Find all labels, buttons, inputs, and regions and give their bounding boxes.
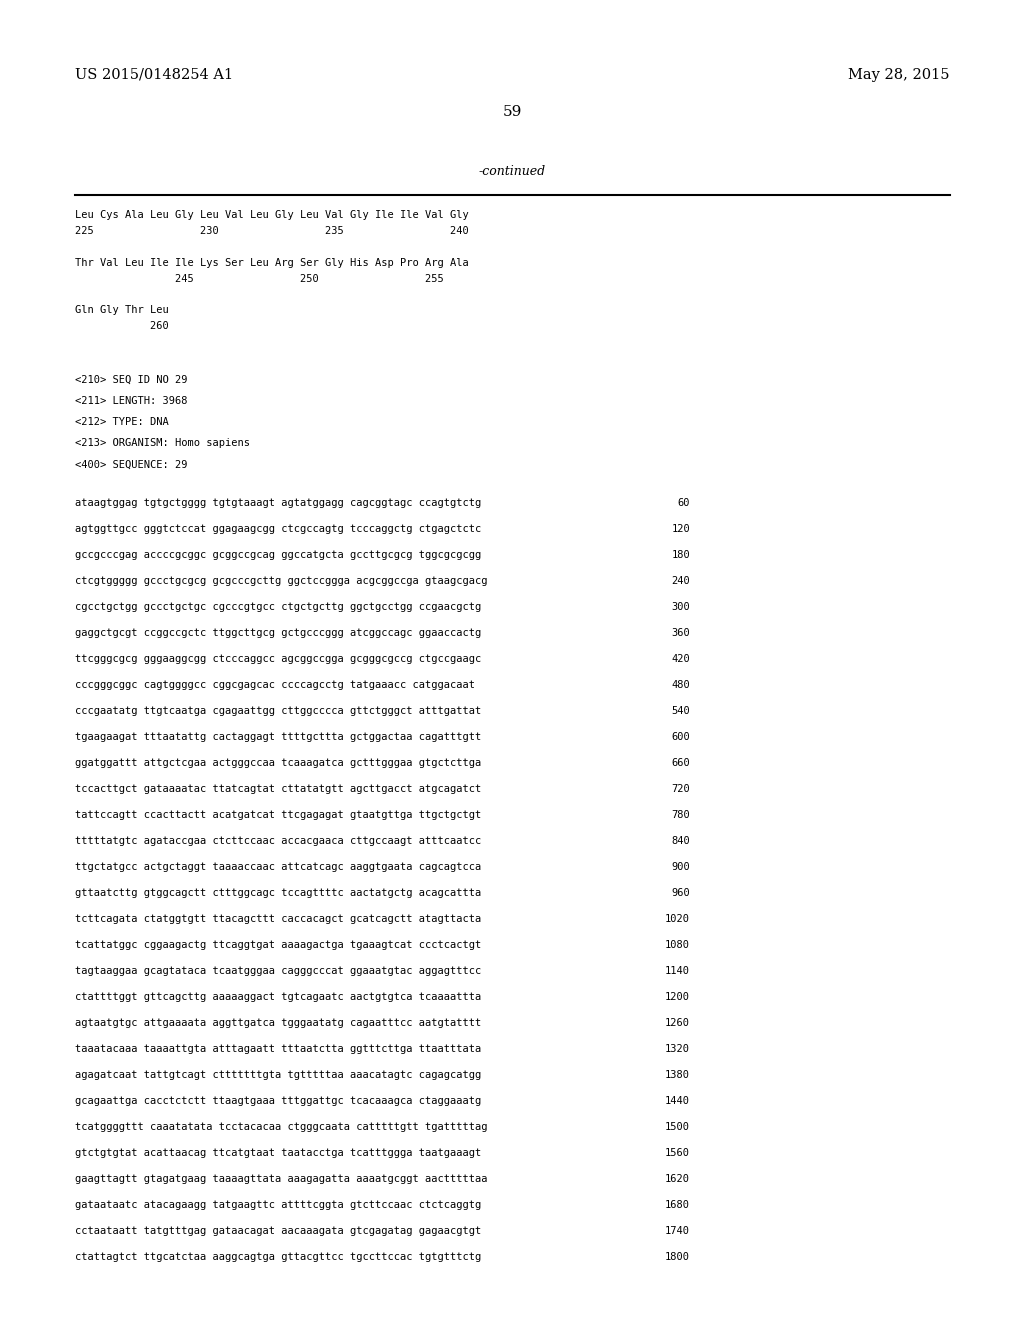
Text: tattccagtt ccacttactt acatgatcat ttcgagagat gtaatgttga ttgctgctgt: tattccagtt ccacttactt acatgatcat ttcgaga… [75, 810, 481, 820]
Text: cgcctgctgg gccctgctgc cgcccgtgcc ctgctgcttg ggctgcctgg ccgaacgctg: cgcctgctgg gccctgctgc cgcccgtgcc ctgctgc… [75, 602, 481, 612]
Text: tccacttgct gataaaatac ttatcagtat cttatatgtt agcttgacct atgcagatct: tccacttgct gataaaatac ttatcagtat cttatat… [75, 784, 481, 795]
Text: 59: 59 [503, 106, 521, 119]
Text: ctattttggt gttcagcttg aaaaaggact tgtcagaatc aactgtgtca tcaaaattta: ctattttggt gttcagcttg aaaaaggact tgtcaga… [75, 993, 481, 1002]
Text: agtaatgtgc attgaaaata aggttgatca tgggaatatg cagaatttcc aatgtatttt: agtaatgtgc attgaaaata aggttgatca tgggaat… [75, 1018, 481, 1028]
Text: 1500: 1500 [665, 1122, 690, 1133]
Text: <211> LENGTH: 3968: <211> LENGTH: 3968 [75, 396, 187, 407]
Text: cccgggcggc cagtggggcc cggcgagcac ccccagcctg tatgaaacc catggacaat: cccgggcggc cagtggggcc cggcgagcac ccccagc… [75, 680, 475, 690]
Text: taaatacaaa taaaattgta atttagaatt tttaatctta ggtttcttga ttaatttata: taaatacaaa taaaattgta atttagaatt tttaatc… [75, 1044, 481, 1053]
Text: 225                 230                 235                 240: 225 230 235 240 [75, 226, 469, 236]
Text: 1440: 1440 [665, 1096, 690, 1106]
Text: gataataatc atacagaagg tatgaagttc attttcggta gtcttccaac ctctcaggtg: gataataatc atacagaagg tatgaagttc attttcg… [75, 1200, 481, 1210]
Text: 660: 660 [672, 758, 690, 768]
Text: 120: 120 [672, 524, 690, 535]
Text: ttgctatgcc actgctaggt taaaaccaac attcatcagc aaggtgaata cagcagtcca: ttgctatgcc actgctaggt taaaaccaac attcatc… [75, 862, 481, 873]
Text: 1020: 1020 [665, 913, 690, 924]
Text: cccgaatatg ttgtcaatga cgagaattgg cttggcccca gttctgggct atttgattat: cccgaatatg ttgtcaatga cgagaattgg cttggcc… [75, 706, 481, 715]
Text: 480: 480 [672, 680, 690, 690]
Text: ttcgggcgcg gggaaggcgg ctcccaggcc agcggccgga gcgggcgccg ctgccgaagc: ttcgggcgcg gggaaggcgg ctcccaggcc agcggcc… [75, 653, 481, 664]
Text: agtggttgcc gggtctccat ggagaagcgg ctcgccagtg tcccaggctg ctgagctctc: agtggttgcc gggtctccat ggagaagcgg ctcgcca… [75, 524, 481, 535]
Text: <212> TYPE: DNA: <212> TYPE: DNA [75, 417, 169, 426]
Text: tcatggggttt caaatatata tcctacacaa ctgggcaata catttttgtt tgatttttag: tcatggggttt caaatatata tcctacacaa ctgggc… [75, 1122, 487, 1133]
Text: 600: 600 [672, 733, 690, 742]
Text: 245                 250                 255: 245 250 255 [75, 275, 443, 284]
Text: Gln Gly Thr Leu: Gln Gly Thr Leu [75, 305, 169, 315]
Text: gccgcccgag accccgcggc gcggccgcag ggccatgcta gccttgcgcg tggcgcgcgg: gccgcccgag accccgcggc gcggccgcag ggccatg… [75, 550, 481, 560]
Text: 1560: 1560 [665, 1148, 690, 1158]
Text: 1380: 1380 [665, 1071, 690, 1080]
Text: 840: 840 [672, 836, 690, 846]
Text: 540: 540 [672, 706, 690, 715]
Text: 300: 300 [672, 602, 690, 612]
Text: 960: 960 [672, 888, 690, 898]
Text: 240: 240 [672, 576, 690, 586]
Text: ctcgtggggg gccctgcgcg gcgcccgcttg ggctccggga acgcggccga gtaagcgacg: ctcgtggggg gccctgcgcg gcgcccgcttg ggctcc… [75, 576, 487, 586]
Text: 1080: 1080 [665, 940, 690, 950]
Text: 1680: 1680 [665, 1200, 690, 1210]
Text: -continued: -continued [478, 165, 546, 178]
Text: gcagaattga cacctctctt ttaagtgaaa tttggattgc tcacaaagca ctaggaaatg: gcagaattga cacctctctt ttaagtgaaa tttggat… [75, 1096, 481, 1106]
Text: 720: 720 [672, 784, 690, 795]
Text: gttaatcttg gtggcagctt ctttggcagc tccagttttc aactatgctg acagcattta: gttaatcttg gtggcagctt ctttggcagc tccagtt… [75, 888, 481, 898]
Text: US 2015/0148254 A1: US 2015/0148254 A1 [75, 69, 233, 82]
Text: tagtaaggaa gcagtataca tcaatgggaa cagggcccat ggaaatgtac aggagtttcc: tagtaaggaa gcagtataca tcaatgggaa cagggcc… [75, 966, 481, 975]
Text: cctaataatt tatgtttgag gataacagat aacaaagata gtcgagatag gagaacgtgt: cctaataatt tatgtttgag gataacagat aacaaag… [75, 1226, 481, 1236]
Text: 780: 780 [672, 810, 690, 820]
Text: 1800: 1800 [665, 1251, 690, 1262]
Text: May 28, 2015: May 28, 2015 [849, 69, 950, 82]
Text: 180: 180 [672, 550, 690, 560]
Text: ggatggattt attgctcgaa actgggccaa tcaaagatca gctttgggaa gtgctcttga: ggatggattt attgctcgaa actgggccaa tcaaaga… [75, 758, 481, 768]
Text: 1620: 1620 [665, 1173, 690, 1184]
Text: ctattagtct ttgcatctaa aaggcagtga gttacgttcc tgccttccac tgtgtttctg: ctattagtct ttgcatctaa aaggcagtga gttacgt… [75, 1251, 481, 1262]
Text: tgaagaagat tttaatattg cactaggagt ttttgcttta gctggactaa cagatttgtt: tgaagaagat tttaatattg cactaggagt ttttgct… [75, 733, 481, 742]
Text: 1200: 1200 [665, 993, 690, 1002]
Text: 1320: 1320 [665, 1044, 690, 1053]
Text: 900: 900 [672, 862, 690, 873]
Text: gaggctgcgt ccggccgctc ttggcttgcg gctgcccggg atcggccagc ggaaccactg: gaggctgcgt ccggccgctc ttggcttgcg gctgccc… [75, 628, 481, 638]
Text: tcttcagata ctatggtgtt ttacagcttt caccacagct gcatcagctt atagttacta: tcttcagata ctatggtgtt ttacagcttt caccaca… [75, 913, 481, 924]
Text: <400> SEQUENCE: 29: <400> SEQUENCE: 29 [75, 459, 187, 470]
Text: 1260: 1260 [665, 1018, 690, 1028]
Text: agagatcaat tattgtcagt ctttttttgta tgtttttaa aaacatagtc cagagcatgg: agagatcaat tattgtcagt ctttttttgta tgtttt… [75, 1071, 481, 1080]
Text: gtctgtgtat acattaacag ttcatgtaat taatacctga tcatttggga taatgaaagt: gtctgtgtat acattaacag ttcatgtaat taatacc… [75, 1148, 481, 1158]
Text: 1140: 1140 [665, 966, 690, 975]
Text: tcattatggc cggaagactg ttcaggtgat aaaagactga tgaaagtcat ccctcactgt: tcattatggc cggaagactg ttcaggtgat aaaagac… [75, 940, 481, 950]
Text: <213> ORGANISM: Homo sapiens: <213> ORGANISM: Homo sapiens [75, 438, 250, 447]
Text: ataagtggag tgtgctgggg tgtgtaaagt agtatggagg cagcggtagc ccagtgtctg: ataagtggag tgtgctgggg tgtgtaaagt agtatgg… [75, 498, 481, 508]
Text: <210> SEQ ID NO 29: <210> SEQ ID NO 29 [75, 375, 187, 385]
Text: 60: 60 [678, 498, 690, 508]
Text: Thr Val Leu Ile Ile Lys Ser Leu Arg Ser Gly His Asp Pro Arg Ala: Thr Val Leu Ile Ile Lys Ser Leu Arg Ser … [75, 257, 469, 268]
Text: 420: 420 [672, 653, 690, 664]
Text: Leu Cys Ala Leu Gly Leu Val Leu Gly Leu Val Gly Ile Ile Val Gly: Leu Cys Ala Leu Gly Leu Val Leu Gly Leu … [75, 210, 469, 220]
Text: gaagttagtt gtagatgaag taaaagttata aaagagatta aaaatgcggt aactttttaa: gaagttagtt gtagatgaag taaaagttata aaagag… [75, 1173, 487, 1184]
Text: 260: 260 [75, 321, 169, 331]
Text: tttttatgtc agataccgaa ctcttccaac accacgaaca cttgccaagt atttcaatcc: tttttatgtc agataccgaa ctcttccaac accacga… [75, 836, 481, 846]
Text: 1740: 1740 [665, 1226, 690, 1236]
Text: 360: 360 [672, 628, 690, 638]
